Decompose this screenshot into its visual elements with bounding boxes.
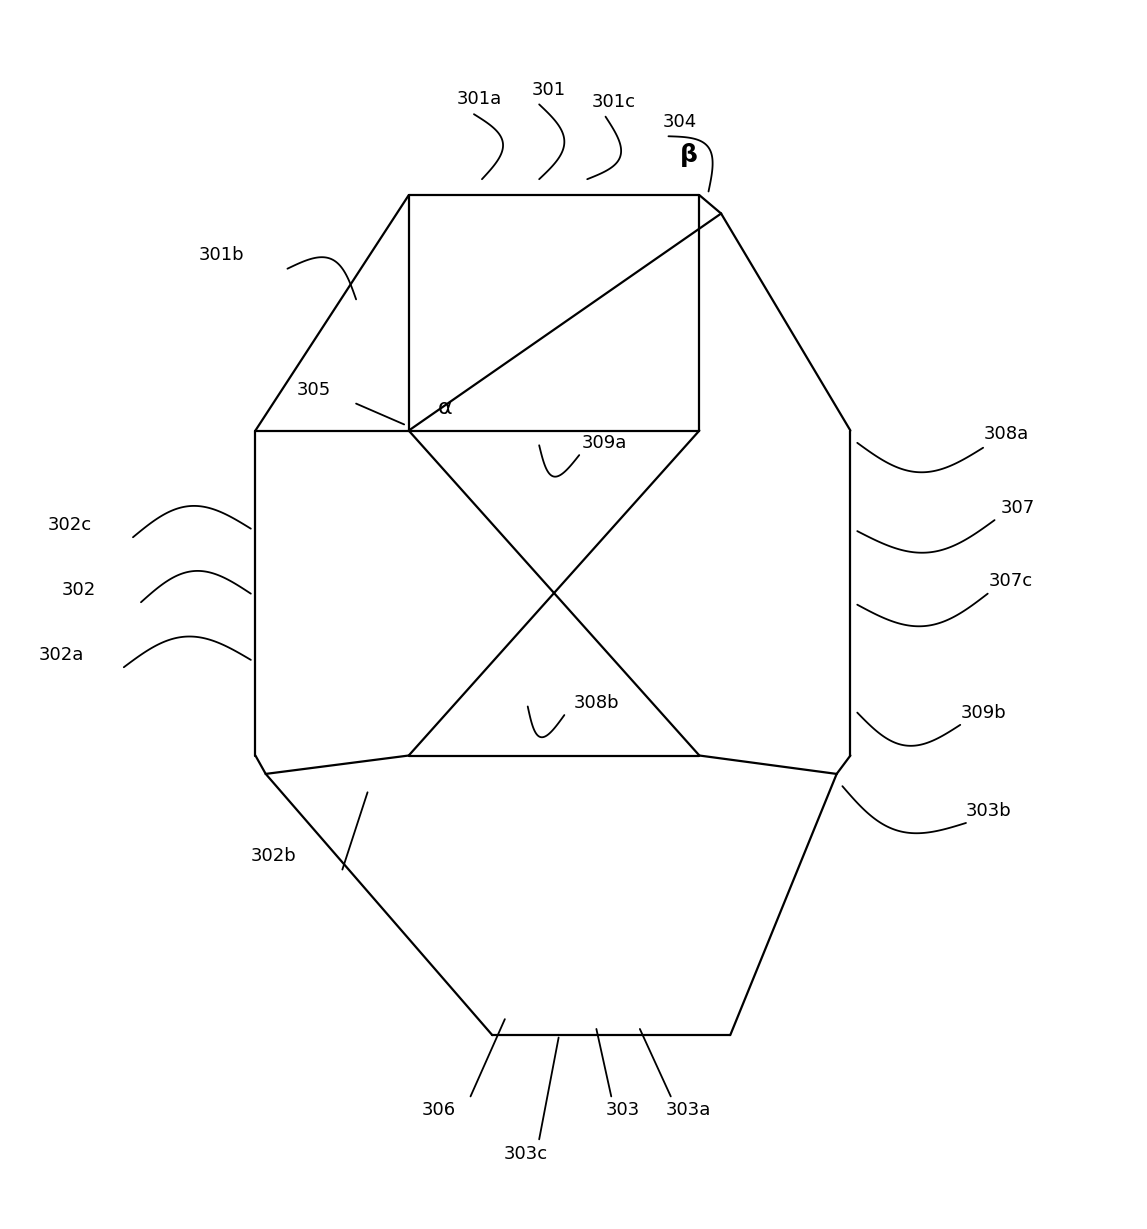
Text: 302a: 302a (38, 646, 84, 664)
Text: 303b: 303b (966, 801, 1012, 820)
Text: 302: 302 (62, 581, 96, 599)
Text: 302b: 302b (251, 847, 297, 865)
Text: 309b: 309b (960, 703, 1006, 721)
Text: α: α (438, 398, 453, 419)
Text: 308b: 308b (574, 694, 619, 712)
Text: 301a: 301a (457, 91, 502, 108)
Text: 305: 305 (297, 381, 330, 399)
Text: β: β (680, 143, 699, 167)
Text: 309a: 309a (582, 434, 627, 452)
Text: 304: 304 (663, 113, 697, 130)
Text: 301b: 301b (198, 246, 244, 264)
Text: 302c: 302c (48, 516, 92, 533)
Text: 307: 307 (1000, 499, 1035, 517)
Text: 308a: 308a (983, 425, 1029, 444)
Text: 303: 303 (606, 1101, 640, 1118)
Text: 303c: 303c (504, 1145, 547, 1163)
Text: 303a: 303a (665, 1101, 711, 1118)
Text: 301: 301 (531, 81, 565, 98)
Text: 301c: 301c (592, 93, 635, 111)
Text: 306: 306 (421, 1101, 455, 1118)
Text: 307c: 307c (989, 573, 1032, 590)
